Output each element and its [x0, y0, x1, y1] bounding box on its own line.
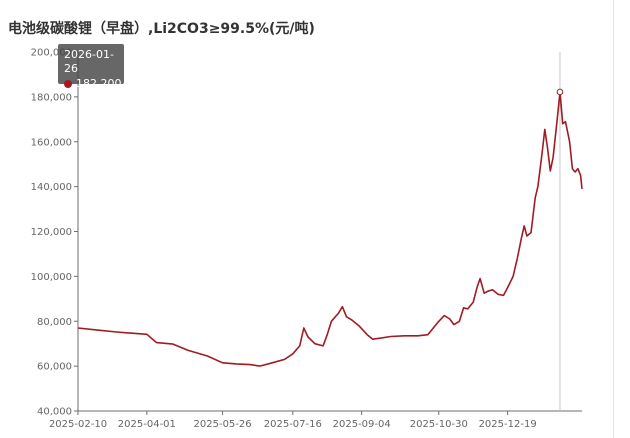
x-tick-label: 2025-04-01 — [118, 419, 176, 430]
tooltip: 2026-01-26 182,200 — [58, 44, 124, 90]
tooltip-series-dot — [64, 80, 72, 88]
y-tick-label: 200,000 — [31, 48, 72, 59]
series-line[interactable] — [77, 91, 583, 367]
tooltip-date: 2026-01-26 — [64, 48, 114, 75]
x-tick-label: 2025-09-04 — [333, 419, 391, 430]
y-tick-label: 180,000 — [31, 92, 72, 103]
y-tick-label: 40,000 — [37, 407, 72, 418]
panel-divider — [613, 0, 614, 438]
y-tick-label: 60,000 — [37, 362, 72, 373]
x-tick-label: 2025-07-16 — [264, 419, 322, 430]
y-tick-label: 100,000 — [31, 272, 72, 283]
tooltip-value: 182,200 — [76, 77, 122, 90]
y-tick-label: 140,000 — [31, 182, 72, 193]
chart-title: 电池级碳酸锂（早盘）,Li2CO3≥99.5%(元/吨) — [8, 21, 315, 37]
x-tick-label: 2025-02-10 — [49, 419, 107, 430]
x-tick-label: 2025-10-30 — [410, 419, 468, 430]
y-tick-label: 80,000 — [37, 317, 72, 328]
hover-point[interactable] — [556, 88, 564, 96]
tooltip-row: 182,200 — [64, 76, 122, 92]
y-axis: 40,000 60,000 80,000 100,000 120,000 140,000 1… — [31, 48, 79, 418]
x-axis: 2025-02-10 2025-04-01 2025-05-26 2025-07-16… — [49, 410, 582, 430]
y-tick-label: 160,000 — [31, 137, 72, 148]
x-tick-label: 2025-12-19 — [479, 419, 537, 430]
x-tick-label: 2025-05-26 — [194, 419, 252, 430]
y-tick-label: 120,000 — [31, 227, 72, 238]
